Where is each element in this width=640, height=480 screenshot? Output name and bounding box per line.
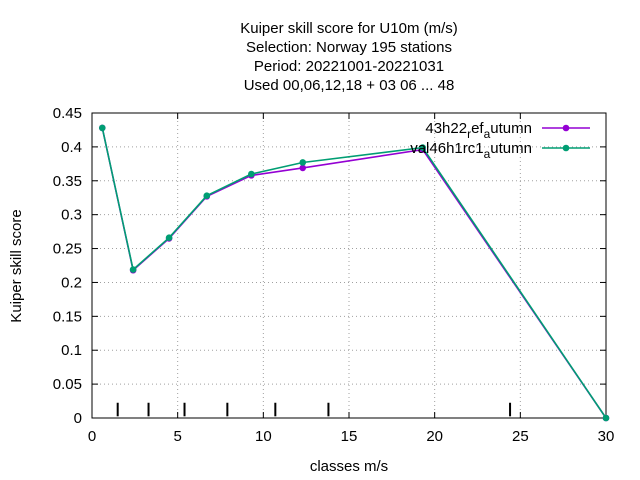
x-tick-label: 5 — [173, 428, 181, 445]
x-tick-label: 30 — [598, 428, 615, 445]
title-line: Kuiper skill score for U10m (m/s) — [240, 20, 458, 37]
legend-label: val46h1rc1autumn — [410, 140, 532, 161]
y-tick-label: 0.2 — [61, 274, 82, 291]
legend-label-part: a — [484, 147, 491, 161]
x-axis-ticks: 0 5 10 15 20 25 30 — [88, 113, 615, 445]
y-tick-label: 0.15 — [53, 308, 82, 325]
y-axis-label: Kuiper skill score — [8, 209, 25, 322]
y-tick-label: 0.1 — [61, 342, 82, 359]
title-line: Used 00,06,12,18 + 03 06 ... 48 — [244, 77, 455, 94]
y-tick-label: 0 — [74, 410, 82, 427]
x-tick-label: 25 — [512, 428, 529, 445]
legend-label-part: ef — [471, 120, 484, 137]
grid-lines — [92, 113, 606, 418]
legend-swatch-point — [562, 144, 570, 152]
x-tick-label: 20 — [426, 428, 443, 445]
legend-label-part: 43h22 — [425, 120, 467, 137]
data-point — [165, 234, 173, 242]
data-point — [203, 192, 211, 199]
data-point — [419, 144, 426, 151]
legend-label-part: utumn — [490, 140, 532, 157]
y-tick-label: 0.25 — [53, 241, 82, 258]
legend-label-part: utumn — [490, 120, 532, 137]
data-point — [248, 170, 255, 178]
data-point — [299, 164, 307, 172]
data-point — [299, 159, 307, 166]
legend-label-part: r — [467, 127, 471, 141]
x-tick-label: 0 — [88, 428, 96, 445]
x-axis-label: classes m/s — [310, 458, 388, 475]
y-tick-label: 0.3 — [61, 207, 82, 224]
title-line: Period: 20221001-20221031 — [254, 58, 444, 75]
class-boundary-marks — [116, 402, 512, 417]
y-axis-ticks: 0 0.05 0.1 0.15 0.2 0.25 0.3 0.35 0.4 0.45 — [53, 105, 606, 427]
data-point — [602, 414, 610, 422]
title-line: Selection: Norway 195 stations — [246, 39, 452, 56]
data-point — [129, 266, 137, 273]
y-tick-label: 0.45 — [53, 105, 82, 122]
chart-title: Kuiper skill score for U10m (m/s) Selecti… — [240, 20, 458, 94]
y-tick-label: 0.4 — [61, 139, 82, 156]
legend-label-part: val46h1rc1 — [410, 140, 483, 157]
x-tick-label: 15 — [341, 428, 358, 445]
legend-label: 43h22refautumn — [425, 120, 532, 141]
y-tick-label: 0.35 — [53, 173, 82, 190]
legend-swatch-point — [562, 124, 570, 132]
data-point — [98, 124, 106, 132]
x-tick-label: 10 — [255, 428, 272, 445]
series-line — [101, 127, 607, 419]
y-tick-label: 0.05 — [53, 376, 82, 393]
series-line — [101, 127, 607, 419]
data-series — [98, 124, 610, 422]
legend-label-part: a — [484, 127, 491, 141]
